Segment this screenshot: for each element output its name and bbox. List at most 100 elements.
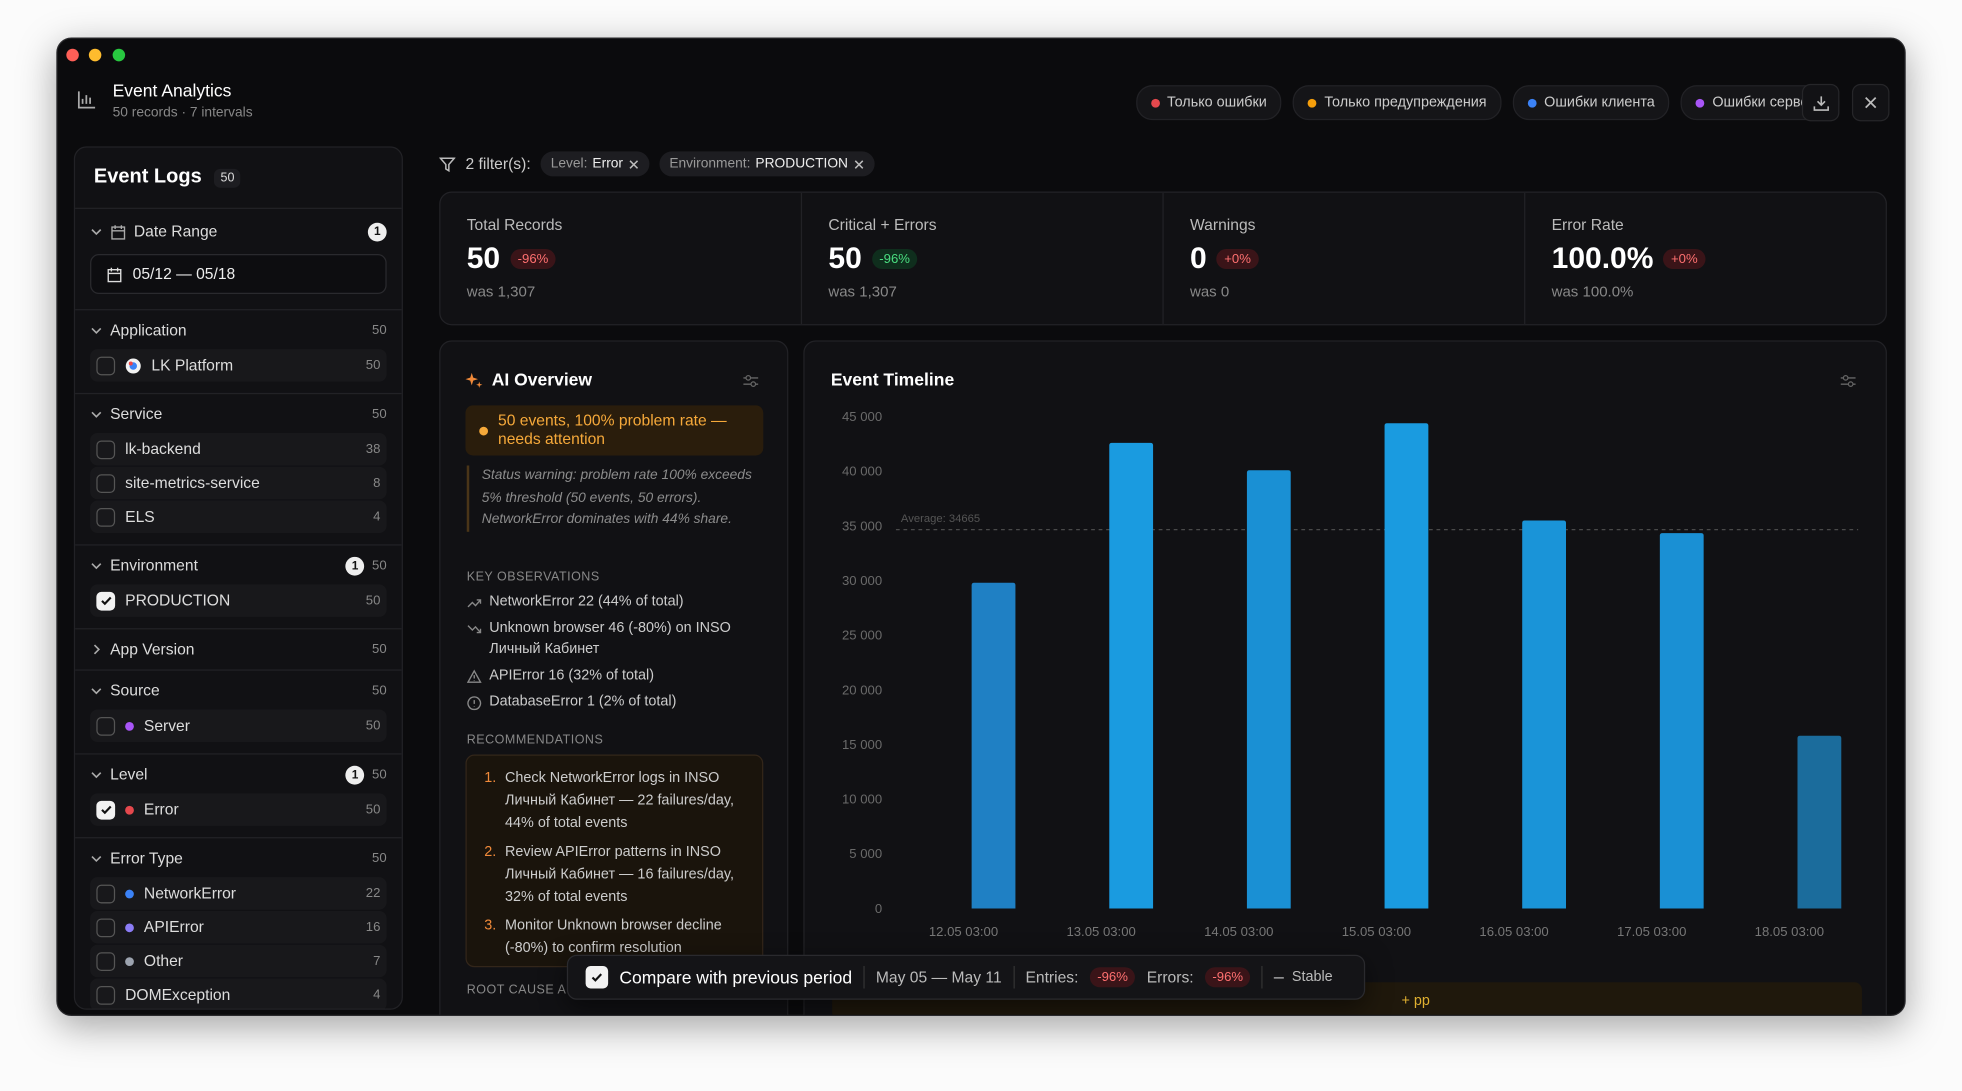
entries-delta: -96% (1089, 967, 1136, 988)
filter-item[interactable]: ELS 4 (90, 500, 387, 534)
item-count: 7 (373, 953, 381, 969)
compare-checkbox[interactable] (585, 966, 609, 989)
download-button[interactable] (1801, 83, 1840, 122)
compare-label[interactable]: Compare with previous period (619, 967, 853, 988)
bar (1522, 520, 1567, 909)
observation-text: APIError 16 (32% of total) (489, 668, 655, 684)
section-caption: RECOMMENDATIONS (466, 733, 604, 748)
icon-stroke (91, 688, 102, 695)
icon-stroke (91, 327, 102, 334)
section-header[interactable]: Environment 1 50 (90, 548, 387, 583)
checkbox[interactable] (96, 355, 116, 375)
section-header[interactable]: App Version 50 (90, 632, 387, 667)
checkbox[interactable] (96, 439, 116, 459)
x-tick-label: 17.05 03:00 (1617, 924, 1686, 939)
section-title: Level (110, 765, 148, 784)
filter-item[interactable]: Server 50 (90, 709, 387, 743)
y-tick-label: 20 000 (842, 682, 882, 697)
icon-stroke (1865, 96, 1877, 109)
filter-chip[interactable]: Level: Error (540, 151, 650, 177)
recommendation-text: Check NetworkError logs in INSO Личный К… (505, 770, 734, 831)
toggle-label: Только ошибки (1166, 95, 1267, 111)
check-icon (591, 973, 603, 982)
filter-toggle[interactable]: Только предупреждения (1293, 85, 1502, 121)
checkbox[interactable] (96, 917, 116, 937)
bar (971, 582, 1016, 909)
icon-knob (750, 381, 757, 388)
date-input[interactable]: 05/12 — 05/18 (90, 254, 387, 295)
item-label: NetworkError (143, 884, 237, 903)
filter-item[interactable]: site-metrics-service 8 (90, 466, 387, 500)
observation-text: DatabaseError 1 (2% of total) (489, 694, 677, 710)
y-tick-label: 30 000 (842, 573, 882, 588)
item-dot (125, 889, 134, 898)
toggle-group: Только ошибки Только предупреждения Ошибки… (1135, 85, 1840, 121)
average-label: Average: 34665 (901, 513, 980, 525)
section-header[interactable]: Service 50 (90, 397, 387, 432)
filter-item[interactable]: lk-backend 38 (90, 432, 387, 466)
section-header[interactable]: Level 1 50 (90, 757, 387, 792)
filter-item[interactable]: LK Platform 50 (90, 349, 387, 382)
filter-item[interactable]: NetworkError 22 (90, 877, 387, 910)
settings-icon[interactable] (743, 374, 759, 388)
filter-section: Date Range 1 05/12 — 05/18 (75, 209, 402, 311)
close-button[interactable] (1851, 83, 1890, 122)
filter-item[interactable]: PRODUCTION 50 (90, 584, 387, 617)
observation-text: Unknown browser 46 (-80%) on INSO Личный… (489, 620, 731, 657)
active-filters: 2 filter(s): Level: Error Environment: PROD… (439, 149, 875, 179)
section-header[interactable]: Date Range 1 (90, 214, 387, 249)
app-subtitle: 50 records · 7 intervals (112, 105, 253, 121)
filter-sections: Date Range 1 05/12 — 05/18 Application 50 LK … (75, 209, 402, 1009)
stat-value-row: 50 -96% (467, 242, 775, 277)
minimize-light[interactable] (88, 48, 102, 62)
icon-knob (1847, 381, 1854, 388)
section-header[interactable]: Application 50 (90, 313, 387, 348)
observation: Unknown browser 46 (-80%) on INSO Личный… (467, 618, 767, 661)
filter-section: App Version 50 (75, 629, 402, 671)
filter-toggle[interactable]: Ошибки клиента (1512, 85, 1670, 121)
filter-chip[interactable]: Environment: PRODUCTION (659, 151, 875, 177)
item-count: 22 (365, 885, 381, 901)
recommendation-number: 1. (484, 770, 497, 786)
alert-text: 50 events, 100% problem rate — needs att… (498, 411, 727, 448)
chevron (91, 563, 102, 570)
item-count: 4 (373, 987, 381, 1003)
recommendation-number: 3. (484, 918, 497, 934)
item-label: Other (143, 952, 184, 970)
checkbox[interactable] (96, 951, 116, 971)
section-header[interactable]: Error Type 50 (90, 841, 387, 876)
filter-item[interactable]: DOMException 4 (90, 978, 387, 1009)
section-header[interactable]: Source 50 (90, 673, 387, 708)
icon-stroke (91, 772, 102, 779)
checkbox[interactable] (96, 473, 116, 493)
y-tick-label: 10 000 (842, 792, 882, 807)
icon-stroke (100, 805, 111, 815)
checkbox[interactable] (96, 884, 116, 903)
checkbox[interactable] (96, 507, 116, 527)
observations: NetworkError 22 (44% of total) Unknown br… (466, 592, 767, 718)
filter-section: Environment 1 50 PRODUCTION 50 (75, 546, 402, 630)
observation: NetworkError 22 (44% of total) (467, 592, 767, 613)
compare-range: May 05 — May 11 (875, 968, 1002, 987)
settings-icon[interactable] (1840, 374, 1856, 388)
x-tick-label: 18.05 03:00 (1755, 924, 1824, 939)
filter-item[interactable]: Other 7 (90, 944, 387, 978)
window: Event Analytics 50 records · 7 intervals… (56, 37, 1906, 1017)
stat-delta: -96% (871, 249, 918, 270)
filter-icon (439, 156, 456, 172)
checkbox[interactable] (96, 985, 116, 1005)
toggle-label: Ошибки сервера (1712, 95, 1825, 111)
close-light[interactable] (66, 48, 79, 62)
filter-section: Error Type 50 NetworkError 22 APIError 16 Othe… (75, 838, 402, 1009)
zoom-light[interactable] (112, 48, 126, 62)
checkbox[interactable] (96, 591, 116, 611)
filter-item[interactable]: APIError 16 (90, 910, 387, 944)
stat-previous: was 1,307 (828, 282, 897, 301)
y-tick-label: 35 000 (842, 518, 882, 533)
checkbox[interactable] (96, 800, 116, 819)
checkbox[interactable] (96, 716, 116, 736)
filter-item[interactable]: Error 50 (90, 793, 387, 826)
filter-toggle[interactable]: Только ошибки (1135, 85, 1282, 121)
